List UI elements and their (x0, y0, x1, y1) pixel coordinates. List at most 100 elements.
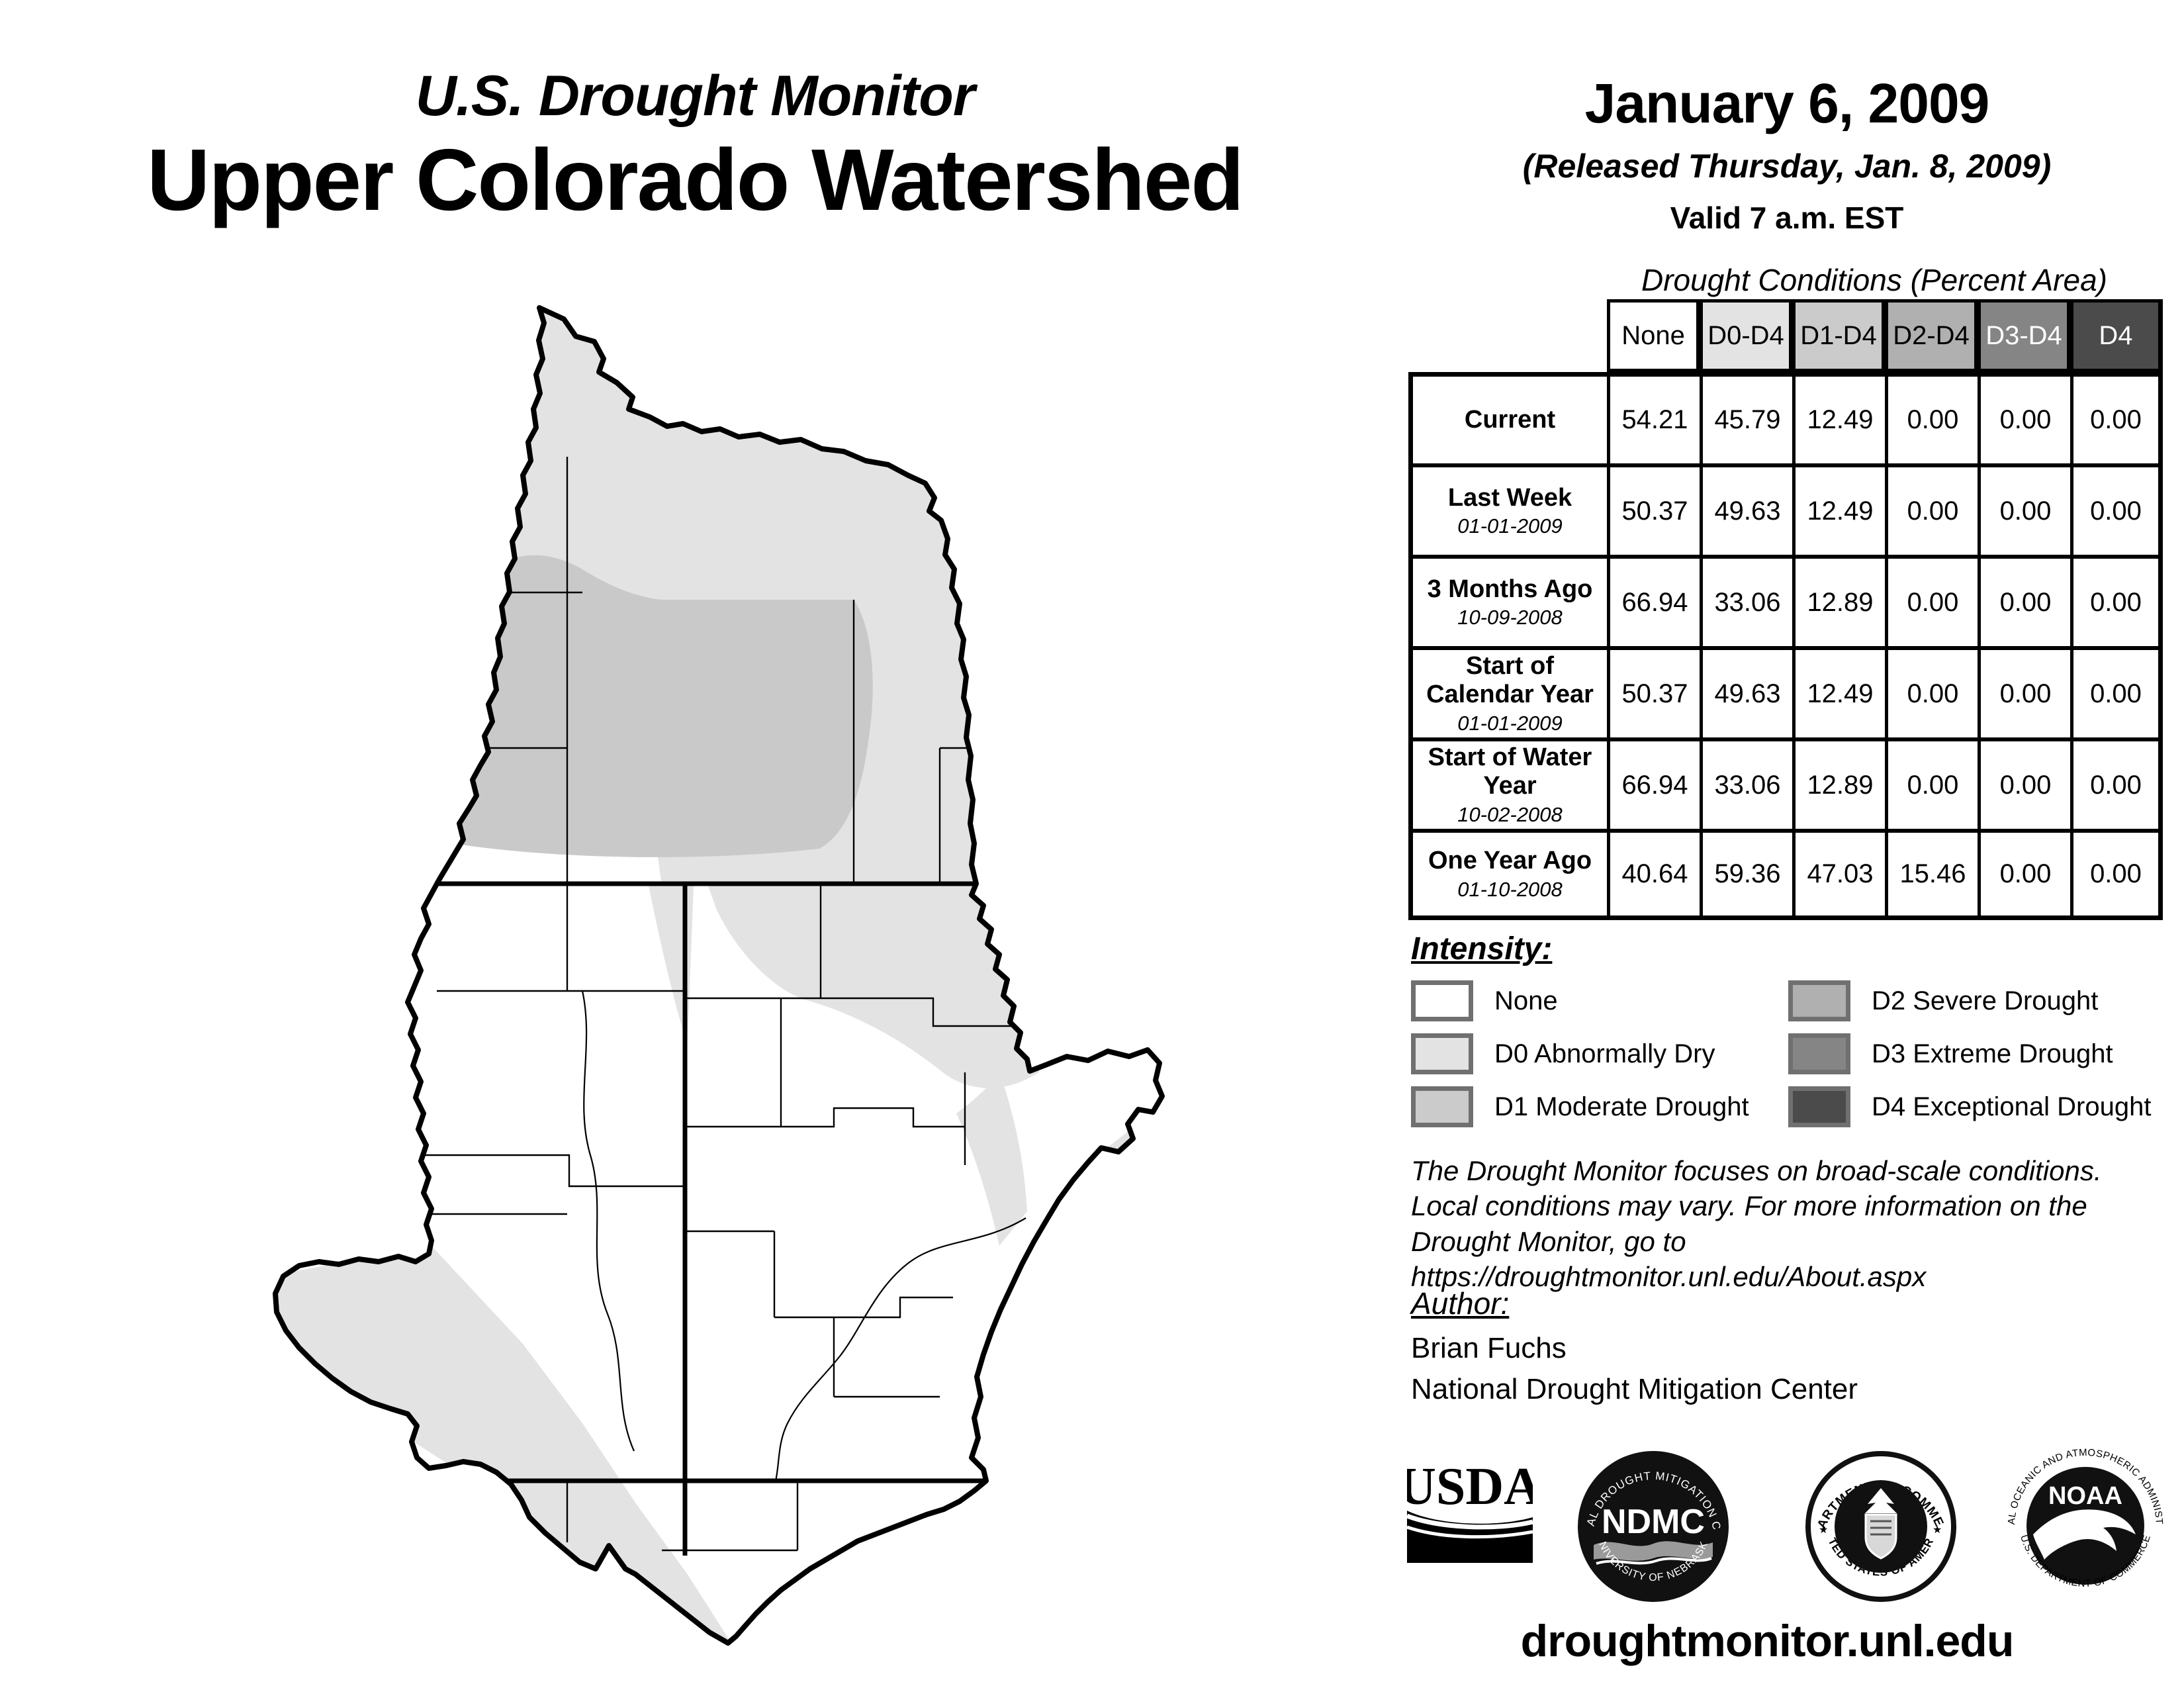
row-label-3-months-ago: 3 Months Ago 10-09-2008 (1408, 555, 1607, 646)
column-header-d0d4: D0-D4 (1700, 299, 1792, 372)
row-label-date: 01-01-2009 (1457, 514, 1563, 538)
table-cell: 0.00 (1978, 463, 2070, 555)
column-header-d4: D4 (2070, 299, 2163, 372)
table-cell: 12.49 (1792, 646, 1885, 737)
row-label-text: Last Week (1447, 483, 1572, 512)
table-cell: 66.94 (1607, 737, 1700, 829)
legend-item-d4: D4 Exceptional Drought (1788, 1080, 2165, 1133)
table-cell: 0.00 (1978, 646, 2070, 737)
legend-item-d0: D0 Abnormally Dry (1411, 1027, 1788, 1080)
commerce-eagle-glyph (1865, 1488, 1897, 1513)
table-cell: 12.89 (1792, 555, 1885, 646)
table-cell: 0.00 (1978, 372, 2070, 463)
column-header-d1d4: D1-D4 (1792, 299, 1885, 372)
table-cell: 45.79 (1700, 372, 1792, 463)
legend-swatch-d3 (1788, 1033, 1850, 1074)
column-header-d2d4: D2-D4 (1885, 299, 1978, 372)
map-d0-northeast-strip (956, 1072, 1027, 1246)
legend-label: D4 Exceptional Drought (1872, 1092, 2152, 1121)
legend-item-none: None (1411, 974, 1788, 1027)
report-valid-time: Valid 7 a.m. EST (1670, 201, 1904, 235)
table-cell: 66.94 (1607, 555, 1700, 646)
noaa-center-text: NOAA (2048, 1482, 2122, 1510)
row-label-date: 10-02-2008 (1457, 802, 1563, 826)
table-cell: 12.49 (1792, 372, 1885, 463)
column-header-d3d4: D3-D4 (1978, 299, 2070, 372)
map-d1-region (455, 555, 873, 857)
row-label-date: 10-09-2008 (1457, 606, 1563, 630)
map-d0-southwest-band (275, 1244, 735, 1643)
row-label-text: Start of Water Year (1428, 743, 1592, 800)
row-label-last-week: Last Week 01-01-2009 (1408, 463, 1607, 555)
noaa-logo-icon: NATIONAL OCEANIC AND ATMOSPHERIC ADMINIS… (2004, 1444, 2165, 1589)
table-cell: 50.37 (1607, 646, 1700, 737)
intensity-legend: None D2 Severe Drought D0 Abnormally Dry… (1411, 974, 2165, 1133)
author-heading: Author: (1411, 1286, 1510, 1321)
column-header-none: None (1607, 299, 1700, 372)
commerce-seal-icon: DEPARTMENT OF COMMERCE UNITED STATES OF … (1801, 1447, 1956, 1602)
map-d0-tongue-region (649, 886, 694, 1053)
legend-label: D0 Abnormally Dry (1494, 1039, 1715, 1068)
legend-swatch-none (1411, 980, 1473, 1021)
table-corner (1408, 299, 1607, 372)
legend-label: D1 Moderate Drought (1494, 1092, 1749, 1121)
table-cell: 0.00 (2070, 463, 2163, 555)
table-cell: 47.03 (1792, 829, 1885, 920)
table-cell: 12.49 (1792, 463, 1885, 555)
table-cell: 33.06 (1700, 737, 1792, 829)
table-cell: 0.00 (2070, 829, 2163, 920)
disclaimer-line-1: The Drought Monitor focuses on broad-sca… (1411, 1155, 2102, 1186)
table-cell: 0.00 (1978, 555, 2070, 646)
table-cell: 59.36 (1700, 829, 1792, 920)
table-cell: 0.00 (1885, 555, 1978, 646)
row-label-current: Current (1408, 372, 1607, 463)
row-label-start-calendar-year: Start of Calendar Year 01-01-2009 (1408, 646, 1607, 737)
legend-swatch-d2 (1788, 980, 1850, 1021)
table-cell: 0.00 (2070, 555, 2163, 646)
ndmc-center-text: NDMC (1602, 1503, 1705, 1541)
legend-label: None (1494, 986, 1558, 1015)
usda-logo-icon: USDA (1407, 1460, 1533, 1563)
svg-text:★: ★ (1933, 1524, 1942, 1536)
disclaimer-line-3: Drought Monitor, go to https://droughtmo… (1411, 1225, 1927, 1292)
legend-label: D2 Severe Drought (1872, 986, 2099, 1015)
table-cell: 0.00 (1978, 829, 2070, 920)
legend-label: D3 Extreme Drought (1872, 1039, 2113, 1068)
row-label-date: 01-10-2008 (1457, 877, 1563, 901)
table-cell: 0.00 (2070, 737, 2163, 829)
noaa-bird-glyph (2033, 1509, 2136, 1560)
table-cell: 49.63 (1700, 646, 1792, 737)
table-cell: 40.64 (1607, 829, 1700, 920)
footer-url: droughtmonitor.unl.edu (1520, 1616, 2015, 1666)
svg-text:★: ★ (1819, 1524, 1828, 1536)
row-label-text: Current (1464, 406, 1556, 434)
page-title-small: U.S. Drought Monitor (415, 64, 976, 128)
table-cell: 0.00 (2070, 372, 2163, 463)
legend-swatch-d4 (1788, 1086, 1850, 1127)
legend-swatch-d0 (1411, 1033, 1473, 1074)
report-released-date: (Released Thursday, Jan. 8, 2009) (1522, 148, 2052, 185)
table-cell: 49.63 (1700, 463, 1792, 555)
ndmc-logo-icon: NATIONAL DROUGHT MITIGATION CENTER NDMC … (1574, 1447, 1729, 1602)
table-cell: 50.37 (1607, 463, 1700, 555)
disclaimer-line-2: Local conditions may vary. For more info… (1411, 1190, 2087, 1222)
page-title-large: Upper Colorado Watershed (147, 131, 1244, 228)
commerce-shield-glyph (1864, 1513, 1897, 1560)
row-label-one-year-ago: One Year Ago 01-10-2008 (1408, 829, 1607, 920)
table-cell: 54.21 (1607, 372, 1700, 463)
table-cell: 15.46 (1885, 829, 1978, 920)
table-cell: 0.00 (1978, 737, 2070, 829)
report-date: January 6, 2009 (1584, 72, 1990, 134)
river-lines (581, 990, 1026, 1481)
watershed-outline (273, 305, 1165, 1646)
table-caption: Drought Conditions (Percent Area) (1641, 263, 2107, 297)
row-label-start-water-year: Start of Water Year 10-02-2008 (1408, 737, 1607, 829)
row-label-date: 01-01-2009 (1457, 711, 1563, 735)
row-label-text: One Year Ago (1428, 847, 1592, 875)
usda-logo-text: USDA (1407, 1460, 1533, 1516)
table-cell: 0.00 (2070, 646, 2163, 737)
table-cell: 0.00 (1885, 737, 1978, 829)
legend-swatch-d1 (1411, 1086, 1473, 1127)
table-cell: 12.89 (1792, 737, 1885, 829)
watershed-map (273, 305, 1165, 1646)
